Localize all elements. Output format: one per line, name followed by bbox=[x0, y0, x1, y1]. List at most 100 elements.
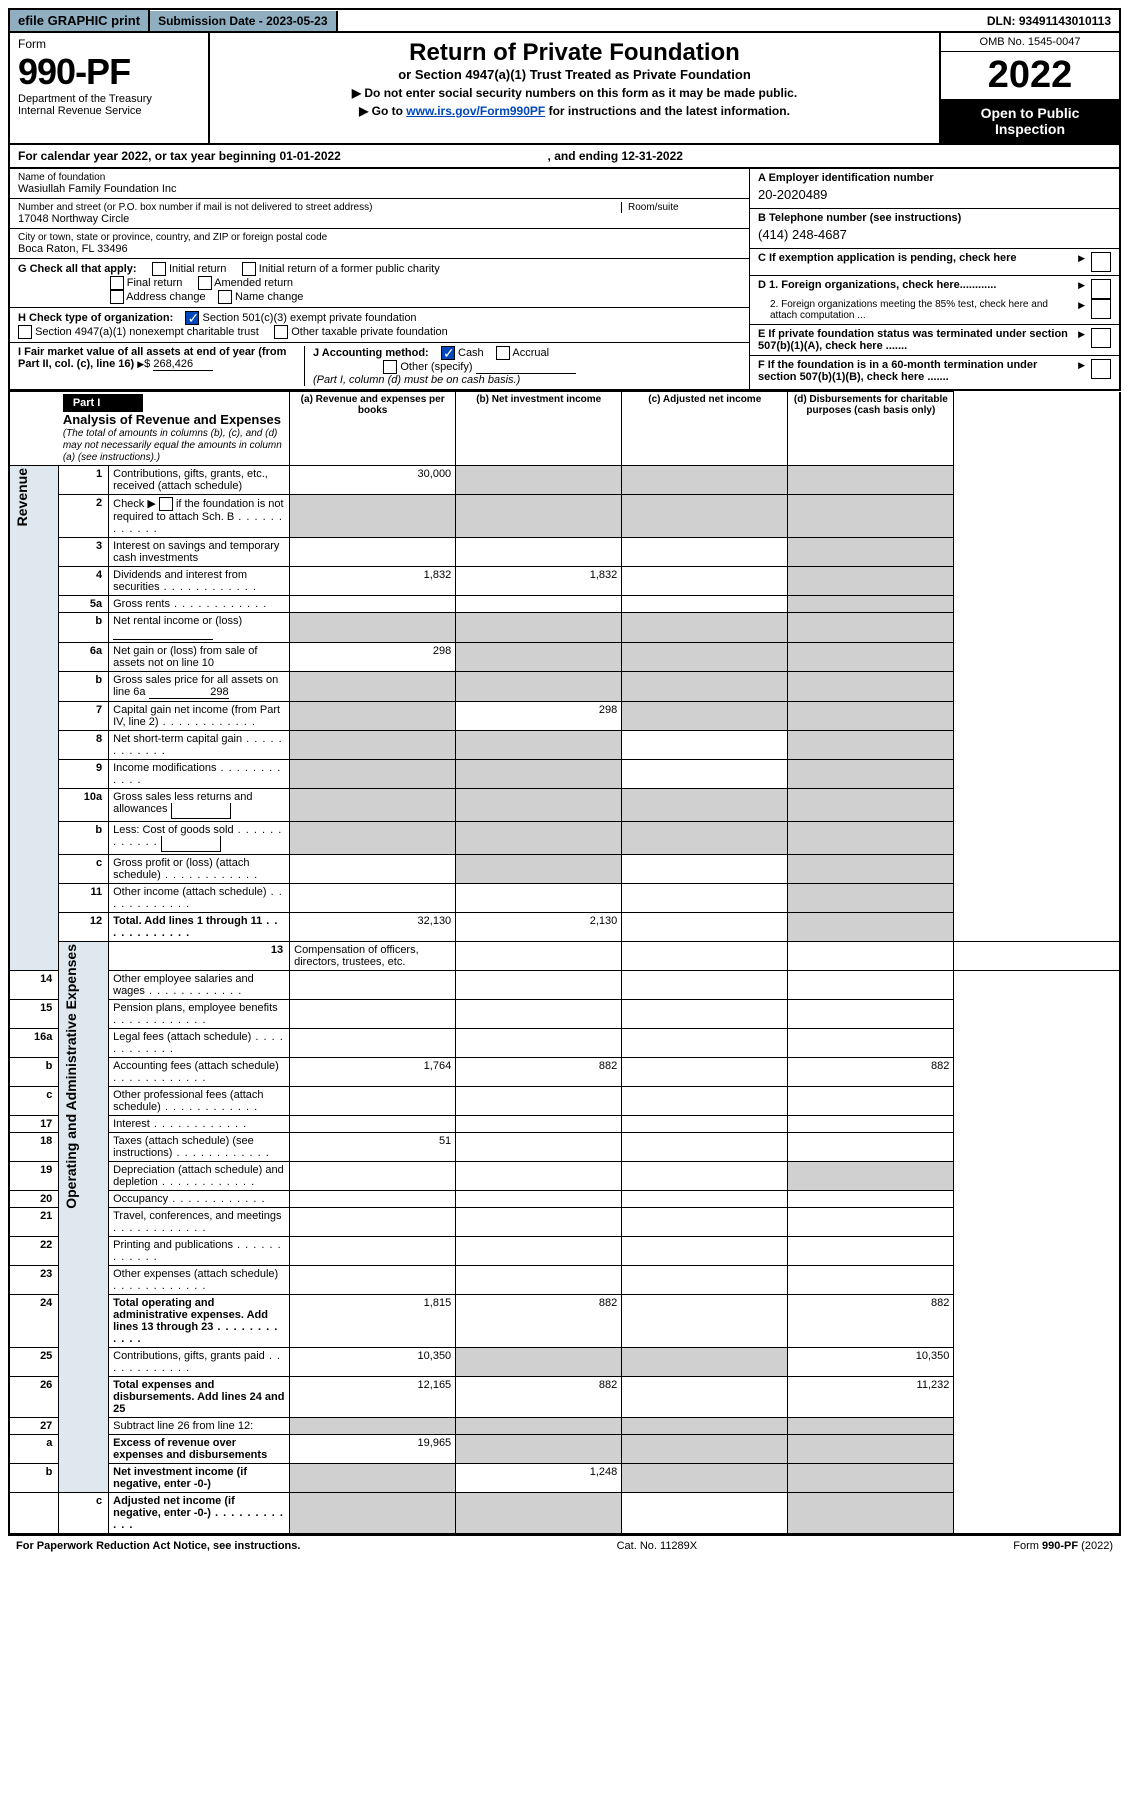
row-24-desc: Total operating and administrative expen… bbox=[109, 1295, 290, 1348]
checkbox-amended-return[interactable] bbox=[198, 276, 212, 290]
row-26: 26Total expenses and disbursements. Add … bbox=[9, 1377, 1120, 1418]
row-16a-desc: Legal fees (attach schedule) bbox=[109, 1029, 290, 1058]
f-label: F If the foundation is in a 60-month ter… bbox=[758, 359, 1072, 383]
row-25-d: 10,350 bbox=[788, 1348, 954, 1377]
row-15: 15Pension plans, employee benefits bbox=[9, 1000, 1120, 1029]
row-5b: bNet rental income or (loss) bbox=[9, 613, 1120, 643]
checkbox-4947a1[interactable] bbox=[18, 325, 32, 339]
row-17: 17Interest bbox=[9, 1116, 1120, 1133]
row-27b-desc: Net investment income (if negative, ente… bbox=[109, 1464, 290, 1493]
row-9-desc: Income modifications bbox=[109, 760, 290, 789]
room-suite-label: Room/suite bbox=[628, 202, 741, 213]
row-3-desc: Interest on savings and temporary cash i… bbox=[109, 538, 290, 567]
checkbox-name-change[interactable] bbox=[218, 290, 232, 304]
row-6a-desc: Net gain or (loss) from sale of assets n… bbox=[109, 643, 290, 672]
row-20-desc: Occupancy bbox=[109, 1191, 290, 1208]
row-26-d: 11,232 bbox=[788, 1377, 954, 1418]
row-20: 20Occupancy bbox=[9, 1191, 1120, 1208]
calendar-year-row: For calendar year 2022, or tax year begi… bbox=[8, 145, 1121, 169]
row-7: 7Capital gain net income (from Part IV, … bbox=[9, 702, 1120, 731]
row-14-desc: Other employee salaries and wages bbox=[109, 971, 290, 1000]
checkbox-address-change[interactable] bbox=[110, 290, 124, 304]
row-4-b: 1,832 bbox=[456, 567, 622, 596]
foundation-name: Wasiullah Family Foundation Inc bbox=[18, 183, 741, 195]
row-5a: 5aGross rents bbox=[9, 596, 1120, 613]
ein-value: 20-2020489 bbox=[758, 184, 1111, 205]
header-right: OMB No. 1545-0047 2022 Open to Public In… bbox=[939, 33, 1119, 143]
instructions-link[interactable]: www.irs.gov/Form990PF bbox=[406, 104, 545, 118]
part1-label: Part I bbox=[63, 394, 143, 412]
row-18: 18Taxes (attach schedule) (see instructi… bbox=[9, 1133, 1120, 1162]
checkbox-c[interactable] bbox=[1091, 252, 1111, 272]
submission-date: Submission Date - 2023-05-23 bbox=[150, 11, 337, 31]
row-11-desc: Other income (attach schedule) bbox=[109, 884, 290, 913]
row-19: 19Depreciation (attach schedule) and dep… bbox=[9, 1162, 1120, 1191]
form-header: Form 990-PF Department of the Treasury I… bbox=[8, 33, 1121, 145]
row-10c: cGross profit or (loss) (attach schedule… bbox=[9, 855, 1120, 884]
row-23-desc: Other expenses (attach schedule) bbox=[109, 1266, 290, 1295]
efile-print-button[interactable]: efile GRAPHIC print bbox=[10, 10, 150, 31]
opt-initial-return: Initial return bbox=[169, 263, 226, 275]
header-left: Form 990-PF Department of the Treasury I… bbox=[10, 33, 210, 143]
row-16b: bAccounting fees (attach schedule)1,7648… bbox=[9, 1058, 1120, 1087]
checkbox-other-taxable[interactable] bbox=[274, 325, 288, 339]
g-label: G Check all that apply: bbox=[18, 263, 137, 275]
phone-value: (414) 248-4687 bbox=[758, 224, 1111, 245]
row-12: 12Total. Add lines 1 through 1132,1302,1… bbox=[9, 913, 1120, 942]
row-27c-desc: Adjusted net income (if negative, enter … bbox=[109, 1493, 290, 1535]
form-subtitle: or Section 4947(a)(1) Trust Treated as P… bbox=[230, 67, 919, 82]
checkbox-cash[interactable] bbox=[441, 346, 455, 360]
row-27b-b: 1,248 bbox=[456, 1464, 622, 1493]
row-13-desc: Compensation of officers, directors, tru… bbox=[290, 942, 456, 971]
col-b-header: (b) Net investment income bbox=[456, 392, 622, 466]
ein-label: A Employer identification number bbox=[758, 172, 1111, 184]
checkbox-initial-return-former[interactable] bbox=[242, 262, 256, 276]
checkbox-sch-b[interactable] bbox=[159, 497, 173, 511]
row-2-desc: Check ▶ if the foundation is not require… bbox=[109, 495, 290, 538]
opt-cash: Cash bbox=[458, 347, 484, 359]
row-27a-a: 19,965 bbox=[290, 1435, 456, 1464]
row-27a-desc: Excess of revenue over expenses and disb… bbox=[109, 1435, 290, 1464]
checkbox-accrual[interactable] bbox=[496, 346, 510, 360]
row-17-desc: Interest bbox=[109, 1116, 290, 1133]
row-25-a: 10,350 bbox=[290, 1348, 456, 1377]
pub-1: Open to Public bbox=[981, 105, 1080, 121]
row-12-desc: Total. Add lines 1 through 11 bbox=[109, 913, 290, 942]
row-10a: 10aGross sales less returns and allowanc… bbox=[9, 789, 1120, 822]
checkbox-other-method[interactable] bbox=[383, 360, 397, 374]
row-5a-desc: Gross rents bbox=[109, 596, 290, 613]
opt-amended-return: Amended return bbox=[214, 277, 293, 289]
checkbox-final-return[interactable] bbox=[110, 276, 124, 290]
header-center: Return of Private Foundation or Section … bbox=[210, 33, 939, 143]
checkbox-initial-return[interactable] bbox=[152, 262, 166, 276]
row-22: 22Printing and publications bbox=[9, 1237, 1120, 1266]
row-24-d: 882 bbox=[788, 1295, 954, 1348]
form-number: 990-PF bbox=[18, 51, 200, 93]
row-24-b: 882 bbox=[456, 1295, 622, 1348]
opt-initial-former: Initial return of a former public charit… bbox=[259, 263, 440, 275]
checkbox-e[interactable] bbox=[1091, 328, 1111, 348]
checkbox-f[interactable] bbox=[1091, 359, 1111, 379]
form-note-1: ▶ Do not enter social security numbers o… bbox=[230, 86, 919, 100]
checkbox-d1[interactable] bbox=[1091, 279, 1111, 299]
row-16b-a: 1,764 bbox=[290, 1058, 456, 1087]
row-27-desc: Subtract line 26 from line 12: bbox=[109, 1418, 290, 1435]
row-13: Operating and Administrative Expenses 13… bbox=[9, 942, 1120, 971]
row-25: 25Contributions, gifts, grants paid10,35… bbox=[9, 1348, 1120, 1377]
row-12-b: 2,130 bbox=[456, 913, 622, 942]
row-21-desc: Travel, conferences, and meetings bbox=[109, 1208, 290, 1237]
row-16b-b: 882 bbox=[456, 1058, 622, 1087]
part1-note: (The total of amounts in columns (b), (c… bbox=[63, 428, 282, 463]
e-label: E If private foundation status was termi… bbox=[758, 328, 1072, 352]
checkbox-d2[interactable] bbox=[1091, 299, 1111, 319]
address: 17048 Northway Circle bbox=[18, 213, 615, 225]
tax-year: 2022 bbox=[941, 52, 1119, 99]
col-a-header: (a) Revenue and expenses per books bbox=[290, 392, 456, 466]
revenue-side-label: Revenue bbox=[14, 468, 30, 526]
checkbox-501c3[interactable] bbox=[185, 311, 199, 325]
row-24: 24Total operating and administrative exp… bbox=[9, 1295, 1120, 1348]
row-12-a: 32,130 bbox=[290, 913, 456, 942]
row-26-a: 12,165 bbox=[290, 1377, 456, 1418]
row-27a: aExcess of revenue over expenses and dis… bbox=[9, 1435, 1120, 1464]
dln: DLN: 93491143010113 bbox=[979, 11, 1119, 31]
